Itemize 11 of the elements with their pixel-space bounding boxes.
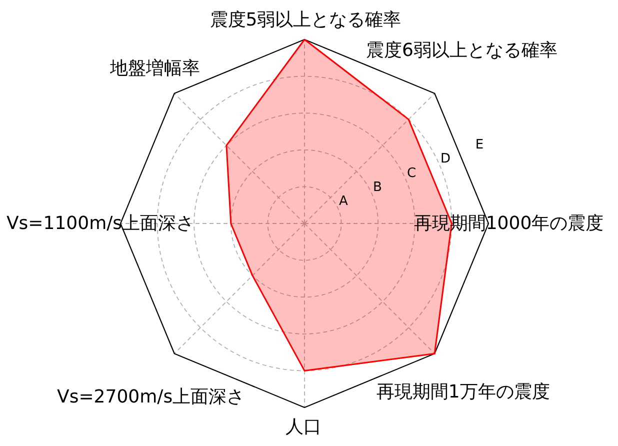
y-tick-label: B <box>373 180 382 195</box>
spoke-label: 再現期間1万年の震度 <box>376 382 550 403</box>
spoke-label: 震度6弱以上となる確率 <box>366 40 558 62</box>
spoke-label: 地盤増幅率 <box>109 58 200 79</box>
spoke-label: Vs=2700m/s上面深さ <box>57 386 245 408</box>
y-tick-label: D <box>440 152 451 167</box>
spoke-label: 人口 <box>286 416 322 438</box>
y-tick-label: A <box>339 194 348 209</box>
y-tick-label: E <box>475 138 484 153</box>
y-tick-label: C <box>406 166 416 181</box>
spoke-label: 震度5弱以上となる確率 <box>210 10 402 31</box>
